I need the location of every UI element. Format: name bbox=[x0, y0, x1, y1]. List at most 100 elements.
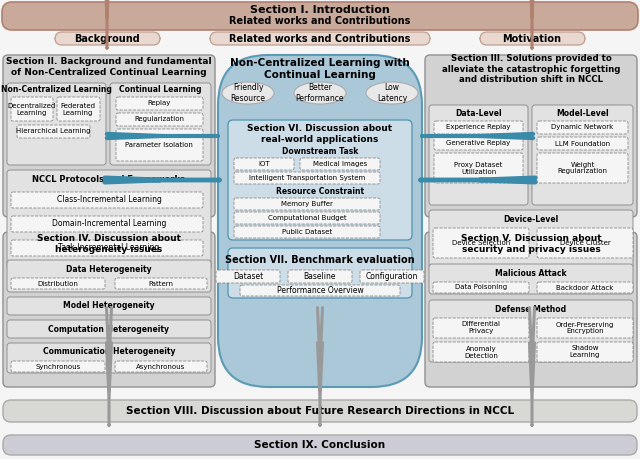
FancyBboxPatch shape bbox=[7, 83, 106, 165]
Text: Section IV. Discussion about
heterogeneity issues: Section IV. Discussion about heterogenei… bbox=[37, 234, 181, 254]
Text: Public Dataset: Public Dataset bbox=[282, 229, 332, 235]
FancyBboxPatch shape bbox=[300, 158, 380, 170]
FancyBboxPatch shape bbox=[537, 318, 633, 338]
Text: Low
Latency: Low Latency bbox=[377, 83, 407, 103]
FancyBboxPatch shape bbox=[234, 212, 380, 224]
FancyBboxPatch shape bbox=[115, 278, 207, 289]
FancyBboxPatch shape bbox=[537, 137, 628, 150]
Text: Section V. Discussion about
security and privacy issues: Section V. Discussion about security and… bbox=[461, 234, 602, 254]
FancyBboxPatch shape bbox=[425, 55, 637, 217]
FancyBboxPatch shape bbox=[57, 97, 100, 121]
Text: Federated
Learning: Federated Learning bbox=[61, 102, 95, 116]
FancyBboxPatch shape bbox=[234, 226, 380, 238]
Text: Data Poisoning: Data Poisoning bbox=[455, 285, 507, 291]
Text: Distribution: Distribution bbox=[38, 280, 79, 286]
Text: Communication Heterogeneity: Communication Heterogeneity bbox=[43, 347, 175, 357]
FancyBboxPatch shape bbox=[7, 297, 211, 315]
FancyBboxPatch shape bbox=[7, 320, 211, 338]
FancyBboxPatch shape bbox=[3, 400, 637, 422]
FancyBboxPatch shape bbox=[425, 232, 637, 387]
Text: Domain-Incremental Learning: Domain-Incremental Learning bbox=[52, 219, 166, 229]
FancyBboxPatch shape bbox=[11, 97, 53, 121]
Text: LLM Foundation: LLM Foundation bbox=[555, 140, 610, 146]
FancyBboxPatch shape bbox=[537, 342, 633, 362]
Text: Task-Incremental Learning: Task-Incremental Learning bbox=[58, 244, 159, 252]
Text: Regularization: Regularization bbox=[134, 117, 184, 123]
Text: Device Selection: Device Selection bbox=[452, 240, 510, 246]
Text: Section VIII. Discussion about Future Research Directions in NCCL: Section VIII. Discussion about Future Re… bbox=[126, 406, 514, 416]
Text: Device-Level: Device-Level bbox=[504, 214, 559, 224]
FancyBboxPatch shape bbox=[3, 435, 637, 455]
FancyBboxPatch shape bbox=[429, 105, 528, 205]
FancyBboxPatch shape bbox=[234, 158, 294, 170]
Text: Configuration: Configuration bbox=[366, 272, 418, 281]
FancyBboxPatch shape bbox=[3, 55, 215, 217]
Text: Section VII. Benchmark evaluation: Section VII. Benchmark evaluation bbox=[225, 255, 415, 265]
FancyBboxPatch shape bbox=[7, 343, 211, 373]
Text: Performance Overview: Performance Overview bbox=[276, 286, 364, 295]
Text: Data-Level: Data-Level bbox=[455, 108, 502, 118]
Text: Memory Buffer: Memory Buffer bbox=[281, 201, 333, 207]
Text: Friendly
Resource: Friendly Resource bbox=[230, 83, 266, 103]
Text: Dataset: Dataset bbox=[233, 272, 263, 281]
FancyBboxPatch shape bbox=[537, 153, 628, 183]
FancyBboxPatch shape bbox=[537, 121, 628, 134]
FancyBboxPatch shape bbox=[3, 232, 215, 387]
Text: Related works and Contributions: Related works and Contributions bbox=[229, 34, 411, 44]
FancyBboxPatch shape bbox=[532, 105, 633, 205]
FancyBboxPatch shape bbox=[110, 83, 211, 165]
FancyBboxPatch shape bbox=[11, 216, 203, 232]
FancyBboxPatch shape bbox=[434, 153, 523, 183]
Text: Differential
Privacy: Differential Privacy bbox=[461, 321, 500, 335]
Text: Backdoor Attack: Backdoor Attack bbox=[556, 285, 614, 291]
FancyBboxPatch shape bbox=[429, 210, 633, 268]
Text: Section VI. Discussion about
real-world applications: Section VI. Discussion about real-world … bbox=[248, 124, 392, 144]
Text: Section I. Introduction: Section I. Introduction bbox=[250, 5, 390, 15]
FancyBboxPatch shape bbox=[115, 361, 207, 372]
Text: Defense Method: Defense Method bbox=[495, 304, 566, 313]
FancyBboxPatch shape bbox=[228, 248, 412, 298]
FancyBboxPatch shape bbox=[11, 278, 105, 289]
Text: Model Heterogeneity: Model Heterogeneity bbox=[63, 302, 155, 310]
FancyBboxPatch shape bbox=[210, 32, 430, 45]
FancyBboxPatch shape bbox=[434, 137, 523, 150]
FancyBboxPatch shape bbox=[537, 282, 633, 293]
Text: Related works and Contributions: Related works and Contributions bbox=[229, 16, 411, 26]
Text: IOT: IOT bbox=[258, 161, 270, 167]
FancyBboxPatch shape bbox=[11, 192, 203, 208]
Text: Parameter Isolation: Parameter Isolation bbox=[125, 142, 193, 148]
FancyBboxPatch shape bbox=[234, 172, 380, 184]
Text: Background: Background bbox=[74, 34, 140, 44]
Text: Order-Preserving
Encryption: Order-Preserving Encryption bbox=[556, 321, 614, 335]
Text: Section IX. Conclusion: Section IX. Conclusion bbox=[255, 440, 385, 450]
FancyBboxPatch shape bbox=[288, 270, 352, 283]
Text: Pattern: Pattern bbox=[148, 280, 173, 286]
Text: Downstream Task: Downstream Task bbox=[282, 147, 358, 157]
Text: Baseline: Baseline bbox=[304, 272, 336, 281]
Text: Malicious Attack: Malicious Attack bbox=[495, 269, 567, 278]
FancyBboxPatch shape bbox=[234, 198, 380, 210]
Text: Data Heterogeneity: Data Heterogeneity bbox=[66, 264, 152, 274]
Text: Experience Replay: Experience Replay bbox=[446, 124, 511, 130]
Text: Better
Performance: Better Performance bbox=[296, 83, 344, 103]
Text: Resource Constraint: Resource Constraint bbox=[276, 187, 364, 196]
FancyBboxPatch shape bbox=[433, 228, 529, 258]
FancyBboxPatch shape bbox=[116, 129, 203, 161]
Text: Generative Replay: Generative Replay bbox=[446, 140, 511, 146]
FancyBboxPatch shape bbox=[537, 228, 633, 258]
Text: Device Cluster: Device Cluster bbox=[559, 240, 611, 246]
Text: Intelligent Transportation System: Intelligent Transportation System bbox=[249, 175, 365, 181]
FancyBboxPatch shape bbox=[228, 120, 412, 240]
Text: Non-Centralized Learning with
Continual Learning: Non-Centralized Learning with Continual … bbox=[230, 58, 410, 80]
Text: Computation Heterogeneity: Computation Heterogeneity bbox=[49, 325, 170, 334]
Text: Medical Images: Medical Images bbox=[313, 161, 367, 167]
Text: Synchronous: Synchronous bbox=[35, 364, 81, 369]
FancyBboxPatch shape bbox=[116, 113, 203, 126]
Text: Shadow
Learning: Shadow Learning bbox=[570, 346, 600, 358]
FancyBboxPatch shape bbox=[116, 97, 203, 110]
Text: Dynamic Network: Dynamic Network bbox=[552, 124, 614, 130]
Text: Section III. Solutions provided to
alleviate the catastrophic forgetting
and dis: Section III. Solutions provided to allev… bbox=[442, 54, 620, 84]
FancyBboxPatch shape bbox=[11, 240, 203, 256]
Text: Hierarchical Learning: Hierarchical Learning bbox=[16, 129, 90, 134]
FancyBboxPatch shape bbox=[433, 282, 529, 293]
